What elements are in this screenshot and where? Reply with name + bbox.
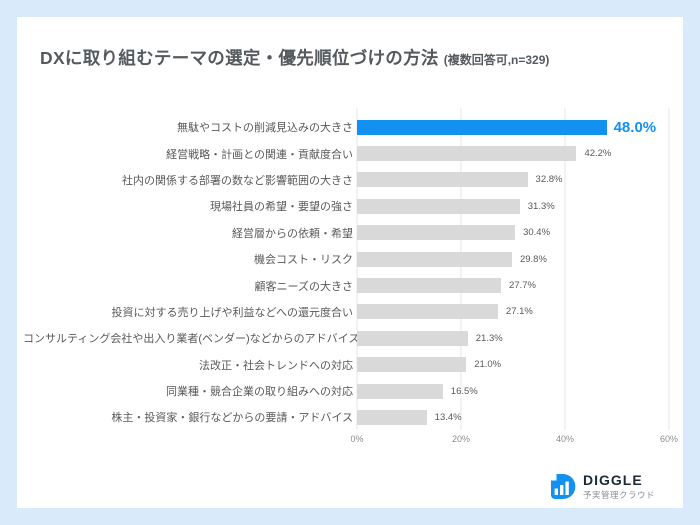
value-label: 21.0% <box>474 359 502 371</box>
chart-title: DXに取り組むテーマの選定・優先順位づけの方法 <box>40 48 439 68</box>
bar-highlighted <box>357 119 607 135</box>
grid-line <box>356 108 358 430</box>
x-tick-label: 0% <box>350 434 364 444</box>
chart-gridlines <box>356 108 670 430</box>
grid-line <box>460 108 462 430</box>
bar <box>357 225 516 241</box>
bar <box>357 357 467 373</box>
chart-card: DXに取り組むテーマの選定・優先順位づけの方法 (複数回答可,n=329) 無駄や… <box>17 17 683 508</box>
grid-line <box>668 108 670 430</box>
bar <box>357 198 520 214</box>
value-label: 21.3% <box>475 332 503 344</box>
category-label: 無駄やコストの削減見込みの大きさ <box>177 122 353 135</box>
bar-row: 現場社員の希望・要望の強さ 31.3% <box>23 193 671 219</box>
chart-subtitle: (複数回答可,n=329) <box>443 53 550 67</box>
bar-cell: 27.1% <box>357 304 669 320</box>
x-tick-label: 40% <box>555 434 575 444</box>
bar <box>357 278 502 294</box>
bar-cell: 48.0% <box>357 119 669 136</box>
category-label: 同業種・競合企業の取り組みへの対応 <box>166 386 353 399</box>
bar <box>357 330 468 346</box>
chart-rows: 無駄やコストの削減見込みの大きさ 48.0% 経営戦略・計画との関連・貢献度合い 42… <box>23 114 671 431</box>
value-label: 27.1% <box>505 306 533 318</box>
value-label: 13.4% <box>434 411 462 423</box>
value-label: 16.5% <box>450 385 478 397</box>
bar-row: 社内の関係する部署の数など影響範囲の大きさ 32.8% <box>23 167 671 193</box>
value-label: 48.0% <box>613 118 657 136</box>
category-label: 現場社員の希望・要望の強さ <box>210 201 353 214</box>
bar-cell: 21.0% <box>357 357 669 373</box>
bar-cell: 32.8% <box>357 172 669 188</box>
diggle-logo: DIGGLE 予実管理クラウド <box>549 471 655 501</box>
bar-cell: 27.7% <box>357 278 669 294</box>
bar <box>357 383 443 399</box>
bar-row: 無駄やコストの削減見込みの大きさ 48.0% <box>23 114 671 140</box>
bar-row: 投資に対する売り上げや利益などへの還元度合い 27.1% <box>23 299 671 325</box>
category-label: 顧客ニーズの大きさ <box>254 280 353 293</box>
bar <box>357 251 512 267</box>
category-label: 経営戦略・計画との関連・貢献度合い <box>166 148 353 161</box>
logo-text: DIGGLE 予実管理クラウド <box>582 471 655 501</box>
category-label: 法改正・社会トレンドへの対応 <box>199 359 353 372</box>
bar <box>357 146 577 162</box>
bar-row: 経営層からの依頼・希望 30.4% <box>23 220 671 246</box>
bar <box>357 172 528 188</box>
bar-cell: 30.4% <box>357 225 669 241</box>
category-label: 社内の関係する部署の数など影響範囲の大きさ <box>122 174 353 187</box>
category-label: 株主・投資家・銀行などからの要請・アドバイス <box>111 412 353 425</box>
value-label: 29.8% <box>519 253 547 265</box>
category-label: 経営層からの依頼・希望 <box>232 227 353 240</box>
x-tick-label: 60% <box>659 434 679 444</box>
grid-line <box>564 108 566 430</box>
category-label: 投資に対する売り上げや利益などへの還元度合い <box>111 306 353 319</box>
bar-row: 機会コスト・リスク 29.8% <box>23 246 671 272</box>
x-tick-label: 20% <box>451 434 471 444</box>
bar-row: 経営戦略・計画との関連・貢献度合い 42.2% <box>23 140 671 166</box>
bar-row: コンサルティング会社や出入り業者(ベンダー)などからのアドバイス 21.3% <box>23 325 671 351</box>
bar <box>357 409 427 425</box>
bar-row: 顧客ニーズの大きさ 27.7% <box>23 272 671 298</box>
value-label: 31.3% <box>527 200 555 212</box>
value-label: 30.4% <box>523 227 551 239</box>
bar-chart: 無駄やコストの削減見込みの大きさ 48.0% 経営戦略・計画との関連・貢献度合い 42… <box>23 108 678 454</box>
bar-cell: 29.8% <box>357 251 669 267</box>
bar-row: 法改正・社会トレンドへの対応 21.0% <box>23 352 671 378</box>
category-label: 機会コスト・リスク <box>254 254 353 267</box>
bar <box>357 304 498 320</box>
category-label: コンサルティング会社や出入り業者(ベンダー)などからのアドバイス <box>23 333 360 346</box>
bar-cell: 13.4% <box>357 409 669 425</box>
bar-row: 同業種・競合企業の取り組みへの対応 16.5% <box>23 378 671 404</box>
bar-row: 株主・投資家・銀行などからの要請・アドバイス 13.4% <box>23 404 671 430</box>
value-label: 32.8% <box>535 174 563 186</box>
bar-cell: 16.5% <box>357 383 669 399</box>
logo-brand: DIGGLE <box>582 471 643 488</box>
value-label: 27.7% <box>509 280 536 292</box>
x-axis: 0% 20% 40% 60% <box>350 434 678 448</box>
bar-cell: 21.3% <box>357 330 669 346</box>
bar-cell: 42.2% <box>357 146 669 162</box>
bar-cell: 31.3% <box>357 198 669 214</box>
diggle-logo-icon <box>549 473 576 500</box>
value-label: 42.2% <box>584 148 612 160</box>
page-title: DXに取り組むテーマの選定・優先順位づけの方法 (複数回答可,n=329) <box>40 45 663 70</box>
logo-tagline: 予実管理クラウド <box>582 490 655 500</box>
